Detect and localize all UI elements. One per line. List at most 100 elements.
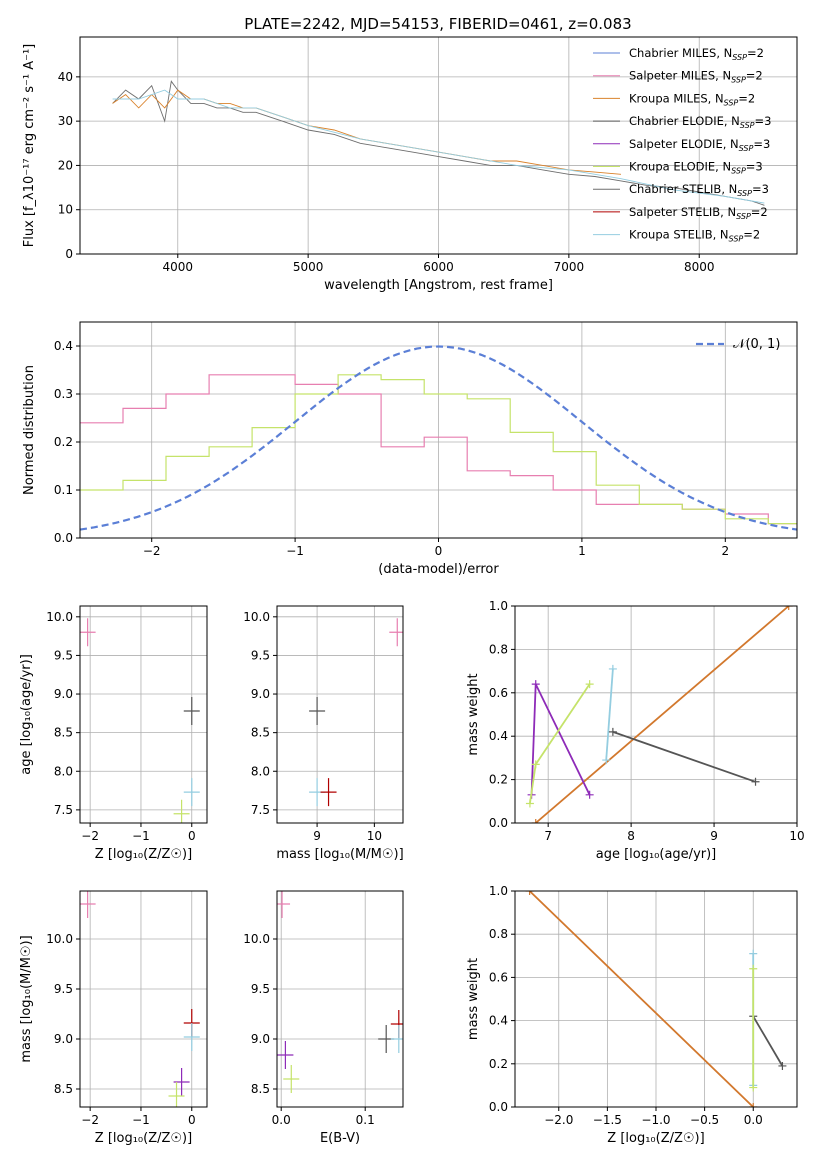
x-tick-label: 7000	[554, 260, 585, 274]
residuals-panel: −2 −1 0 1 2 0.0 0.1 0.2 0.3 0.4 (data-model)/error…	[22, 321, 798, 577]
y-tick-label: 0.6	[489, 686, 508, 700]
y-tick-label: 0.6	[489, 970, 508, 984]
y-tick-label: 0.8	[489, 642, 508, 656]
series-line-miles	[535, 606, 790, 823]
y-tick-label: 9.0	[54, 687, 73, 701]
data-point-marker	[751, 777, 760, 786]
legend-label-base: Kroupa STELIB, N	[629, 228, 729, 242]
y-tick-label: 9.0	[251, 687, 270, 701]
error-bar-point	[183, 778, 200, 807]
legend-label-subscript: SSP	[736, 212, 751, 221]
x-axis-label: E(B-V)	[320, 1131, 360, 1146]
y-tick-label: 8.5	[54, 726, 73, 740]
data-point-marker	[749, 1083, 758, 1092]
y-axis-label: age [log₁₀(age/yr)]	[19, 654, 34, 775]
error-bar-point	[320, 778, 337, 807]
y-tick-label: 0.4	[489, 729, 508, 743]
data-point-marker	[749, 949, 758, 958]
y-tick-label: 10.0	[243, 932, 270, 946]
x-tick-label: 10	[367, 829, 382, 843]
y-axis-label: Normed distribution	[22, 365, 37, 495]
mass-weight-vs-age-panel: 7 8 9 10 0.0 0.2 0.4 0.6 0.8 1.0 age [log₁₀(age/yr…	[466, 599, 805, 862]
y-tick-label: 0.4	[489, 1014, 508, 1028]
data-point-marker	[784, 606, 793, 610]
legend-label-subscript: SSP	[740, 121, 755, 130]
y-tick-label: 0	[65, 247, 73, 261]
error-bar-point	[183, 697, 200, 726]
legend-label-subscript: SSP	[731, 76, 746, 85]
plot-area	[112, 80, 765, 206]
mass-weight-vs-metallicity-panel: −2.0 −1.5 −1.0 −0.5 0.0 0.0 0.2 0.4 0.6 0.8 1.0 Z […	[466, 884, 798, 1146]
x-tick-label: 9	[313, 829, 321, 843]
legend-label-base: Salpeter ELODIE, N	[629, 137, 739, 151]
y-tick-label: 9.5	[251, 982, 270, 996]
x-tick-label: 9	[710, 829, 718, 843]
series-line-salpeter-elodie	[530, 683, 591, 796]
x-tick-label: −2	[81, 829, 99, 843]
legend-label-base: Kroupa MILES, N	[629, 91, 724, 105]
y-tick-label: 8.5	[54, 1082, 73, 1096]
y-tick-label: 10.0	[243, 610, 270, 624]
legend-label-base: Kroupa ELODIE, N	[629, 160, 731, 174]
y-tick-label: 0.8	[489, 927, 508, 941]
data-point-marker	[608, 727, 617, 736]
axes-frame	[276, 890, 404, 1108]
legend-label-tail: =2	[751, 205, 768, 219]
x-tick-label: 1	[578, 544, 586, 558]
x-tick-label: 5000	[293, 260, 324, 274]
y-tick-label: 1.0	[489, 599, 508, 613]
series-line-chabrier-elodie	[752, 1015, 784, 1067]
x-tick-label: 6000	[423, 260, 454, 274]
axes-frame	[79, 36, 798, 255]
y-tick-label: 20	[58, 158, 73, 172]
error-bar-point	[283, 1065, 300, 1093]
y-tick-label: 8.0	[54, 764, 73, 778]
y-axis-label: Flux [f_λ10⁻¹⁷ erg cm⁻² s⁻¹ A⁻¹]	[22, 44, 37, 248]
legend-label-base: Salpeter MILES, N	[629, 69, 731, 83]
x-tick-label: −1	[132, 829, 150, 843]
y-tick-label: 9.5	[251, 648, 270, 662]
y-tick-label: 0.0	[54, 531, 73, 545]
y-tick-label: 0.0	[489, 816, 508, 830]
plot-area	[525, 891, 787, 1107]
legend-label: Kroupa STELIB, NSSP=2	[629, 228, 760, 244]
x-tick-label: −1	[286, 544, 304, 558]
series-line-data	[112, 80, 765, 206]
x-tick-label: 0	[188, 1113, 196, 1127]
y-axis-label: mass weight	[466, 673, 481, 755]
plot-area	[80, 891, 200, 1107]
data-point-marker	[525, 799, 534, 808]
legend-label: Chabrier STELIB, NSSP=3	[629, 182, 769, 198]
y-tick-label: 9.0	[251, 1032, 270, 1046]
data-point-marker	[531, 680, 540, 689]
y-tick-label: 0.0	[489, 1100, 508, 1114]
y-tick-label: 1.0	[489, 884, 508, 898]
y-tick-label: 0.3	[54, 387, 73, 401]
mass-vs-reddening-panel: 0.0 0.1 8.5 9.0 9.5 10.0 E(B-V)	[243, 890, 404, 1146]
x-tick-label: 10	[789, 829, 804, 843]
legend-label-subscript: SSP	[729, 235, 744, 244]
data-point-marker	[778, 1061, 787, 1070]
x-axis-label: Z [log₁₀(Z/Z☉)]	[95, 1131, 192, 1146]
axes-frame	[514, 890, 798, 1108]
legend-label: Salpeter ELODIE, NSSP=3	[629, 137, 770, 153]
error-bar-point	[277, 891, 291, 918]
x-axis-label: wavelength [Angstrom, rest frame]	[324, 278, 553, 293]
series-line-chabrier-elodie	[612, 731, 756, 783]
plot-area	[80, 618, 200, 823]
error-bar-point	[168, 1082, 185, 1107]
legend-label-subscript: SSP	[737, 189, 752, 198]
plot-area	[277, 891, 403, 1093]
legend-label-tail: =3	[755, 114, 772, 128]
y-tick-label: 8.0	[251, 764, 270, 778]
data-point-marker	[749, 964, 758, 973]
y-tick-label: 8.5	[251, 726, 270, 740]
legend-label-tail: =3	[752, 182, 769, 196]
plot-area	[309, 618, 403, 807]
data-point-marker	[608, 664, 617, 673]
x-tick-label: 0	[188, 829, 196, 843]
x-axis-label: Z [log₁₀(Z/Z☉)]	[607, 1131, 704, 1146]
error-bar-point	[80, 618, 96, 647]
x-tick-label: 7	[544, 829, 552, 843]
x-tick-label: −2.0	[544, 1113, 573, 1127]
